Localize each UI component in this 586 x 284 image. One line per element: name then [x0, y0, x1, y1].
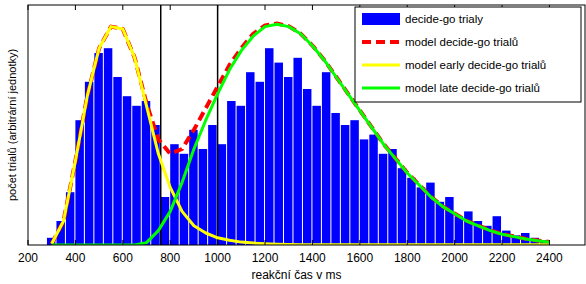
model-line [52, 27, 550, 245]
x-tick [75, 240, 76, 245]
histogram-bar [322, 72, 330, 245]
histogram-bar [246, 72, 254, 245]
x-tick [75, 5, 76, 10]
x-tick-label: 2400 [536, 251, 563, 265]
reference-line [217, 5, 219, 245]
histogram-bar [284, 77, 292, 245]
x-tick-label: 800 [160, 251, 180, 265]
legend-label: model late decide-go trialů [405, 82, 540, 94]
histogram-bar [350, 120, 358, 245]
x-tick [170, 240, 171, 245]
x-tick [122, 240, 123, 245]
x-tick [312, 5, 313, 10]
x-tick [265, 240, 266, 245]
legend-label: decide-go trialy [405, 13, 483, 25]
x-tick-label: 1400 [299, 251, 326, 265]
legend-swatch [362, 87, 400, 90]
x-tick-label: 200 [18, 251, 38, 265]
histogram-bar [256, 82, 264, 245]
histogram-bar [360, 139, 368, 245]
x-tick [217, 5, 218, 10]
histogram-bar [142, 101, 150, 245]
histogram-bar [341, 125, 349, 245]
x-tick-label: 2000 [441, 251, 468, 265]
histogram-bar [275, 63, 283, 245]
legend: decide-go trialy model decide-go trialů mo… [355, 7, 581, 102]
x-tick-label: 600 [113, 251, 133, 265]
x-tick-label: 2200 [489, 251, 516, 265]
x-tick [454, 240, 455, 245]
legend-swatch [362, 13, 400, 25]
x-tick [217, 240, 218, 245]
histogram-bar [303, 89, 311, 245]
x-tick [265, 5, 266, 10]
histogram-bar [227, 101, 235, 245]
histogram-bar [455, 216, 463, 245]
histogram-bar [293, 58, 301, 245]
histogram-bar [312, 106, 320, 245]
legend-label: model decide-go trialů [405, 36, 518, 48]
x-tick [28, 240, 29, 245]
histogram-bar [464, 211, 472, 245]
y-axis-label: počet trialů (arbitrární jednotky) [6, 49, 18, 201]
histogram-bar [132, 106, 140, 245]
plot-background [28, 5, 585, 245]
histogram-bar [265, 48, 273, 245]
legend-box [355, 7, 581, 102]
histogram-bar [208, 125, 216, 245]
histogram-bar [379, 154, 387, 245]
x-tick-label: 1000 [204, 251, 231, 265]
histogram-bar [369, 135, 377, 245]
reference-line [160, 5, 162, 245]
histogram-bar [445, 197, 453, 245]
x-tick-label: 400 [65, 251, 85, 265]
histogram-bar [388, 149, 396, 245]
x-tick-label: 1600 [346, 251, 373, 265]
histogram-bar [502, 231, 510, 245]
legend-label: model early decide-go trialů [405, 59, 546, 71]
x-tick [122, 5, 123, 10]
plot-marks [47, 5, 549, 245]
histogram-bar [417, 187, 425, 245]
x-tick-label: 1200 [252, 251, 279, 265]
histogram-bar [113, 77, 121, 245]
legend-swatch [362, 40, 400, 44]
histogram-bar [398, 168, 406, 245]
x-tick [28, 5, 29, 10]
histogram-bar [237, 106, 245, 245]
x-tick [359, 240, 360, 245]
histogram-bar [218, 144, 226, 245]
histogram-bar [407, 178, 415, 245]
histogram-bar [331, 113, 339, 245]
histogram-bar [123, 96, 131, 245]
legend-swatch [362, 64, 400, 67]
chart: 200 400 600 800 1000 1200 1400 1600 1800 2000 2200… [0, 0, 586, 284]
x-tick [170, 5, 171, 10]
x-tick-label: 1800 [394, 251, 421, 265]
x-tick [312, 240, 313, 245]
x-tick [407, 240, 408, 245]
histogram-bar [104, 48, 112, 245]
x-tick [502, 240, 503, 245]
x-axis-label: reakční čas v ms [251, 268, 341, 282]
plot-frame [28, 5, 585, 245]
x-tick [549, 240, 550, 245]
histogram-bar [94, 53, 102, 245]
